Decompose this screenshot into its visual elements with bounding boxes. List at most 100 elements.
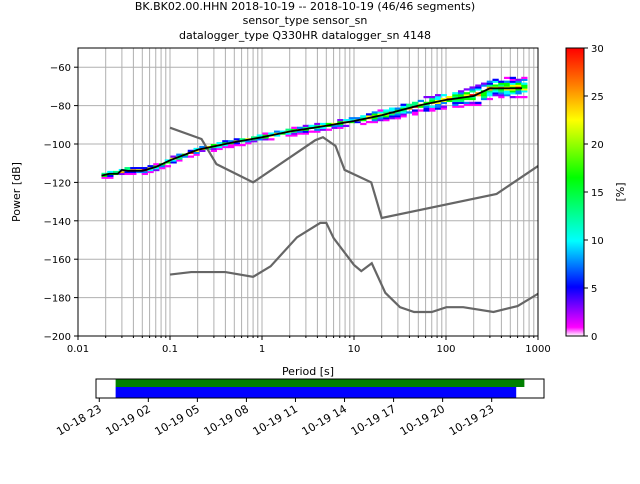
histogram-cell — [383, 115, 390, 118]
histogram-cell — [521, 82, 528, 85]
histogram-cell — [319, 122, 327, 126]
histogram-cell — [141, 172, 148, 176]
histogram-cell — [164, 165, 171, 168]
histogram-cell — [325, 122, 332, 126]
histogram-cell — [521, 86, 528, 89]
histogram-cell — [383, 109, 390, 112]
histogram-cell — [475, 101, 482, 104]
histogram-cell — [509, 96, 516, 99]
histogram-cell — [411, 101, 419, 104]
histogram-cell — [486, 97, 493, 101]
histogram-cell — [515, 82, 522, 85]
colorbar-tick-label: 15 — [591, 188, 604, 199]
y-tick-label: −200 — [44, 332, 71, 343]
timeline-tick-label: 10-19 11 — [251, 402, 300, 438]
histogram-cell — [394, 111, 401, 114]
histogram-cell — [348, 117, 355, 120]
histogram-cell — [273, 130, 281, 133]
histogram-cell — [509, 76, 516, 80]
histogram-cell — [452, 94, 459, 97]
histogram-cell — [475, 84, 482, 87]
histogram-cell — [509, 88, 516, 91]
histogram-cell — [181, 155, 189, 158]
histogram-cell — [452, 105, 459, 108]
histogram-cell — [222, 144, 229, 147]
histogram-cell — [383, 111, 390, 114]
histogram-cell — [498, 94, 505, 97]
histogram-cell — [262, 132, 269, 135]
histogram-cell — [469, 96, 476, 99]
histogram-cell — [503, 84, 511, 87]
histogram-cell — [365, 120, 373, 124]
histogram-cell — [158, 167, 166, 170]
histogram-cell — [434, 96, 442, 99]
histogram-cell — [503, 94, 511, 97]
histogram-cell — [498, 80, 505, 83]
histogram-cell — [135, 170, 143, 174]
timeline-tick-label: 10-19 08 — [202, 402, 251, 438]
histogram-cell — [515, 92, 522, 95]
histogram-cell — [503, 82, 511, 85]
histogram-cell — [521, 88, 528, 91]
y-tick-label: −80 — [50, 102, 71, 113]
histogram-cell — [498, 96, 505, 99]
histogram-cell — [250, 140, 258, 143]
x-tick-label: 0.01 — [67, 344, 89, 355]
timeline-tick-label: 10-19 17 — [349, 402, 398, 438]
histogram-cell — [452, 103, 459, 106]
histogram-cell — [176, 153, 183, 156]
histogram-cell — [262, 134, 269, 137]
histogram-cell — [388, 109, 396, 112]
histogram-cell — [440, 107, 447, 110]
histogram-cell — [429, 107, 436, 110]
histogram-cell — [434, 105, 442, 108]
histogram-cell — [176, 159, 183, 162]
histogram-cell — [314, 130, 321, 133]
histogram-cell — [308, 130, 315, 133]
histogram-cell — [147, 170, 154, 174]
noise-model-nlnm — [169, 221, 538, 314]
histogram-cell — [193, 151, 200, 154]
histogram-cell — [164, 161, 171, 164]
histogram-cell — [291, 128, 298, 131]
histogram-cell — [302, 130, 309, 133]
histogram-cell — [285, 134, 292, 137]
histogram-cell — [250, 136, 258, 139]
histogram-cell — [371, 113, 378, 116]
histogram-cell — [469, 101, 476, 104]
noise-models — [169, 126, 538, 314]
histogram-cell — [452, 96, 459, 99]
histogram-cell — [314, 122, 321, 126]
histogram-cell — [302, 132, 309, 135]
histogram-cell — [457, 105, 465, 108]
histogram-cell — [457, 101, 465, 104]
histogram-cell — [233, 144, 240, 147]
histogram-cell — [291, 126, 298, 129]
histogram-cell — [486, 82, 493, 85]
colorbar-tick-label: 20 — [591, 140, 604, 151]
histogram-cell — [371, 119, 378, 122]
mode-line — [101, 87, 522, 177]
histogram-cell — [124, 172, 131, 176]
histogram-cell — [371, 120, 378, 124]
histogram-cell — [216, 145, 223, 149]
histogram-cell — [377, 119, 384, 122]
histogram-cell — [388, 115, 396, 118]
histogram-cell — [130, 170, 137, 174]
histogram-cell — [457, 92, 465, 95]
histogram-cell — [469, 97, 476, 101]
histogram-cell — [411, 103, 419, 106]
histogram-cell — [406, 103, 413, 106]
timeline-tick-label: 10-19 05 — [153, 402, 202, 438]
histogram-cell — [130, 167, 137, 170]
histogram-cell — [239, 138, 246, 141]
histogram-cell — [107, 176, 114, 179]
histogram-cell — [492, 90, 499, 93]
histogram-cell — [423, 109, 430, 112]
histogram-cell — [256, 138, 263, 141]
histogram-cell — [509, 78, 516, 81]
histogram-cell — [314, 128, 321, 131]
main-axes-frame — [77, 47, 539, 337]
histogram-cell — [503, 90, 511, 93]
